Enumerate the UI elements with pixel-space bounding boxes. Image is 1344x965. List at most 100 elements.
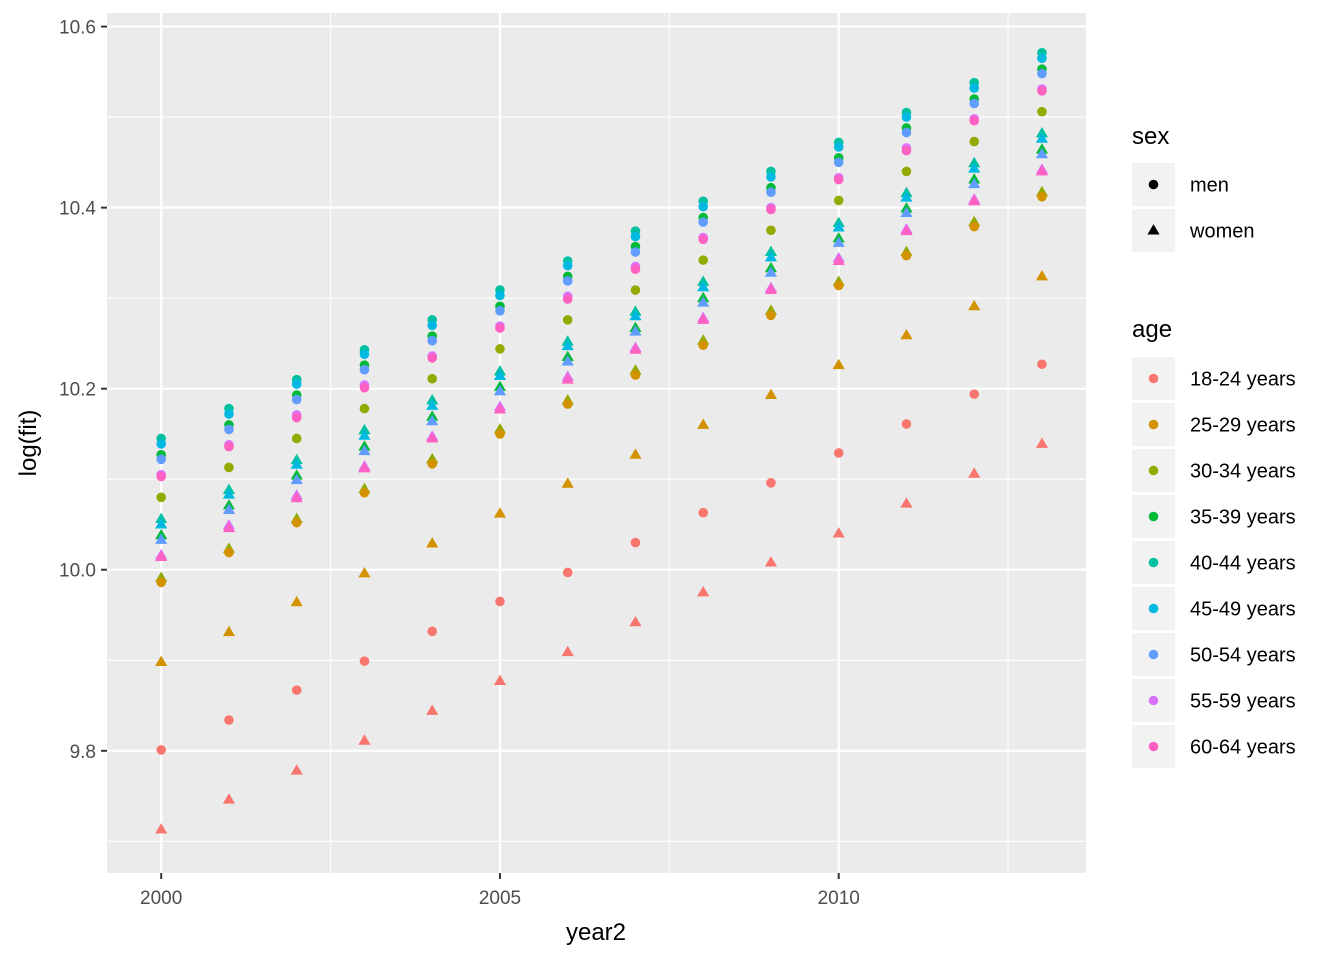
point-men [1037, 86, 1047, 96]
x-tick-label: 2000 [140, 888, 182, 909]
point-men [156, 577, 167, 588]
point-women [629, 343, 642, 354]
point-men [766, 187, 776, 198]
legend-sex-label: women [1189, 221, 1254, 243]
point-women [493, 385, 507, 396]
point-men [766, 310, 776, 321]
point-men [291, 379, 302, 389]
point-women [832, 527, 845, 538]
point-men [901, 166, 912, 177]
grid-minor [107, 13, 1086, 873]
legend-age-label: 25-29 years [1190, 415, 1296, 437]
point-men [969, 115, 980, 126]
point-men [427, 373, 438, 384]
point-men [156, 439, 167, 449]
point-women [1035, 127, 1049, 138]
point-women [426, 704, 439, 715]
point-women [968, 299, 981, 311]
point-women [629, 309, 642, 321]
legend-age-label: 35-39 years [1190, 507, 1296, 529]
point-women [426, 394, 439, 405]
point-women [900, 224, 913, 236]
point-women [832, 358, 845, 370]
point-women [358, 461, 371, 473]
legend-age-label: 30-34 years [1190, 461, 1296, 483]
point-women [155, 550, 168, 562]
x-axis: 2000 2005 2010 [140, 873, 860, 909]
point-women [832, 236, 845, 247]
point-women [561, 355, 574, 366]
point-women [493, 674, 507, 686]
point-women [290, 458, 303, 469]
point-men [224, 424, 234, 435]
point-men [1037, 68, 1047, 79]
point-women [155, 655, 168, 667]
point-women [290, 473, 303, 485]
point-men [766, 225, 776, 236]
legend-age-label: 50-54 years [1190, 645, 1296, 667]
point-men [698, 255, 709, 265]
point-men [562, 260, 573, 271]
point-women [222, 793, 236, 804]
point-women [900, 328, 913, 340]
point-men [495, 596, 505, 607]
x-tick-label: 2005 [479, 888, 521, 909]
point-women [900, 206, 913, 218]
point-men [224, 409, 234, 419]
y-tick-label: 10.2 [59, 380, 96, 401]
point-men [224, 715, 234, 725]
y-axis-title: log(fit) [15, 410, 42, 477]
point-men [427, 626, 438, 637]
point-men [901, 112, 912, 122]
y-tick-label: 10.4 [59, 199, 96, 220]
point-men [495, 429, 505, 439]
point-women [426, 432, 439, 443]
legend-key-color [1148, 603, 1159, 614]
point-women [426, 537, 439, 548]
point-women [155, 512, 168, 524]
point-women [900, 497, 913, 508]
legend-key-color [1148, 557, 1159, 568]
legend-key-color [1148, 419, 1159, 430]
point-men [562, 315, 573, 325]
point-men [562, 399, 573, 409]
point-men [291, 412, 302, 423]
point-women [561, 373, 574, 384]
point-women [155, 823, 168, 834]
point-men [969, 98, 980, 109]
point-men [427, 459, 438, 469]
point-women [764, 251, 778, 262]
point-women [358, 423, 371, 435]
point-men [766, 204, 776, 215]
point-men [630, 231, 641, 242]
legend-key-color [1148, 373, 1159, 384]
legend-age: age 18-24 years 25-29 years 30-34 years 35-3… [1132, 316, 1296, 768]
point-men [833, 195, 844, 206]
y-axis: 9.8 10.0 10.2 10.4 10.6 [59, 18, 107, 763]
point-men [969, 389, 980, 399]
point-women [629, 325, 642, 336]
legend-key-triangle [1147, 224, 1160, 235]
point-women [832, 254, 845, 266]
point-women [968, 194, 981, 206]
point-women [493, 403, 507, 414]
legend-key-color [1148, 649, 1159, 660]
point-women [764, 388, 778, 399]
point-women [493, 507, 507, 518]
point-women [358, 566, 371, 578]
point-men [495, 323, 505, 333]
legend-key-color [1148, 511, 1159, 522]
point-women [426, 414, 439, 426]
point-men [833, 280, 844, 291]
point-men [224, 441, 234, 452]
point-men [833, 142, 844, 152]
point-women [697, 418, 710, 429]
point-men [291, 433, 302, 444]
point-men [698, 340, 709, 351]
point-women [222, 521, 236, 533]
point-women [1035, 147, 1049, 159]
legend-key-color [1148, 741, 1159, 752]
point-men [698, 217, 709, 227]
legend-key-circle [1148, 179, 1159, 190]
